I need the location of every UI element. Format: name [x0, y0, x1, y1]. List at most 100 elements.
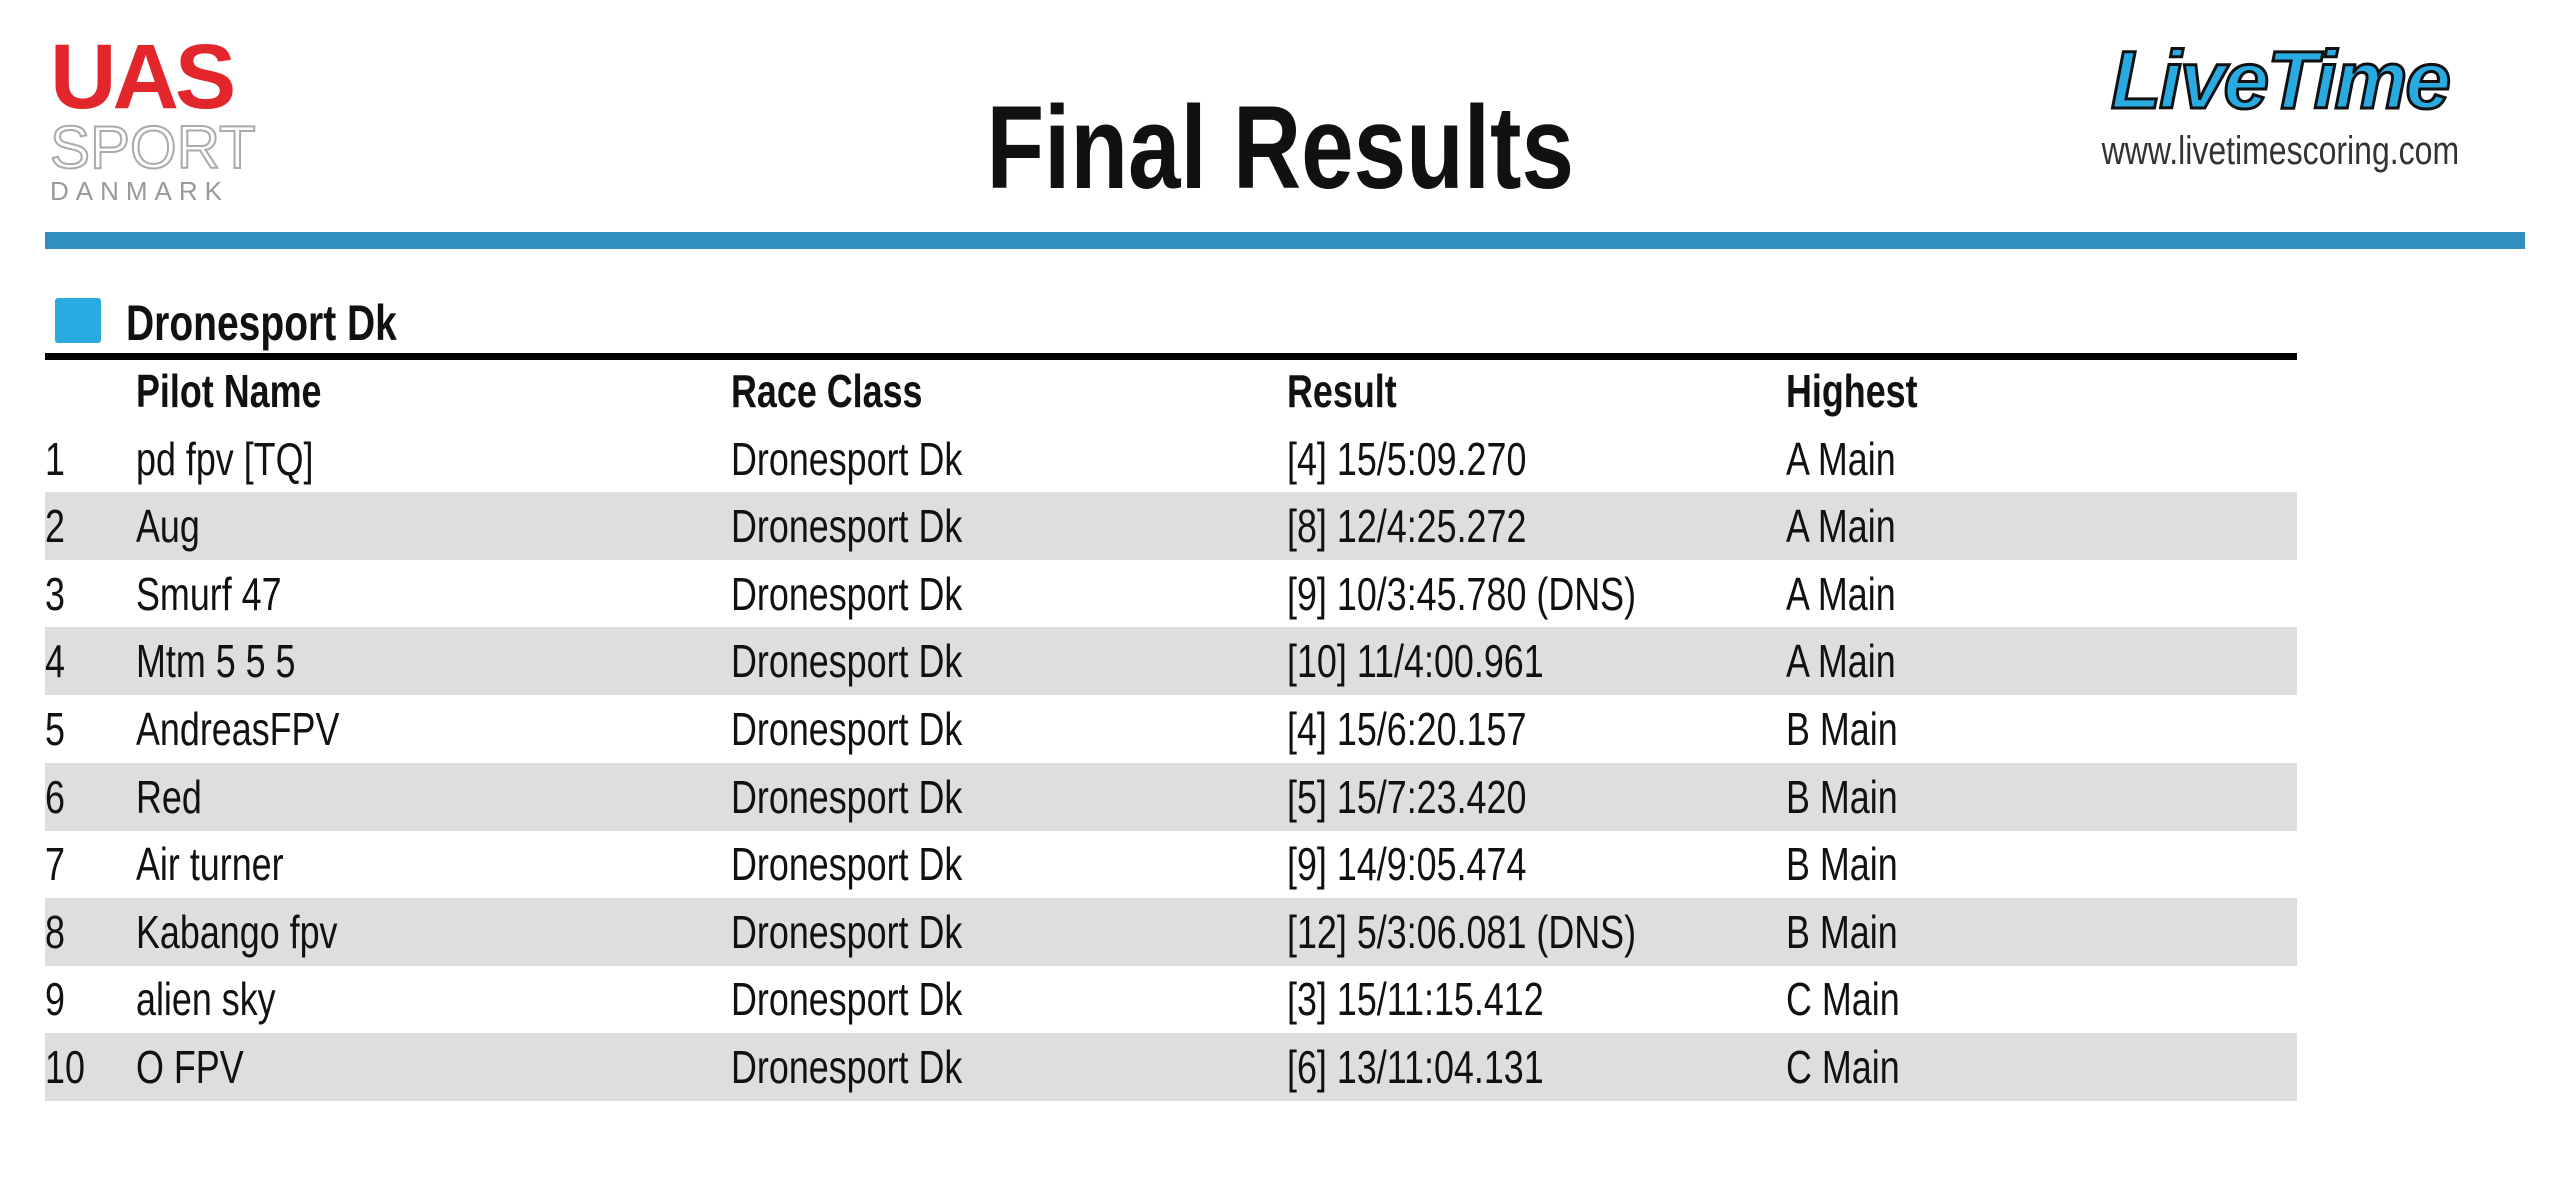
table-cell: Smurf 47: [136, 560, 323, 628]
table-cell: Red: [136, 763, 220, 831]
position-cell: 1: [45, 425, 71, 493]
table-cell: [10] 11/4:00.961: [1287, 627, 1616, 695]
table-cell: Dronesport Dk: [731, 763, 1028, 831]
url-wrap: www.livetimescoring.com: [2030, 126, 2530, 176]
table-cell: Dronesport Dk: [731, 830, 1028, 898]
table-cell-text: A Main: [1786, 635, 1896, 688]
table-cell: B Main: [1786, 830, 1929, 898]
table-cell: Dronesport Dk: [731, 898, 1028, 966]
table-cell-text: Dronesport Dk: [731, 432, 963, 485]
table-cell: B Main: [1786, 763, 1929, 831]
table-cell-text: Dronesport Dk: [731, 973, 963, 1026]
table-cell-text: Dronesport Dk: [731, 1041, 963, 1093]
table-cell: Mtm 5 5 5: [136, 627, 341, 695]
row-stripe: [45, 762, 2297, 831]
logo-uas: UAS: [50, 26, 236, 128]
logo-sport: SPORT: [49, 114, 257, 181]
table-cell: Dronesport Dk: [731, 965, 1028, 1033]
table-cell-text: [4] 15/6:20.157: [1287, 703, 1527, 755]
table-cell: [5] 15/7:23.420: [1287, 763, 1594, 831]
table-cell-text: Aug: [136, 500, 200, 553]
position-cell-text: 5: [45, 703, 65, 755]
table-cell: Aug: [136, 492, 218, 560]
table-cell-text: A Main: [1786, 432, 1896, 485]
table-cell: alien sky: [136, 965, 315, 1033]
table-cell: [4] 15/6:20.157: [1287, 695, 1594, 763]
table-cell: Air turner: [136, 830, 325, 898]
column-header: Result: [1287, 357, 1428, 425]
row-stripe: [45, 1033, 2297, 1101]
table-cell: B Main: [1786, 898, 1929, 966]
logo-danmark: DANMARK: [50, 176, 230, 206]
table-cell: AndreasFPV: [136, 695, 397, 763]
position-cell: 6: [45, 763, 71, 831]
table-cell: A Main: [1786, 627, 1927, 695]
table-cell-text: Dronesport Dk: [731, 567, 963, 620]
page-title: Final Results: [986, 82, 1574, 214]
position-cell-text: 8: [45, 905, 65, 958]
title-wrap: Final Results: [0, 78, 2560, 218]
position-cell-text: 10: [45, 1041, 85, 1093]
row-stripe: [45, 627, 2297, 696]
row-stripe: [45, 897, 2297, 966]
table-cell-text: Dronesport Dk: [731, 500, 963, 553]
position-cell-text: 7: [45, 838, 65, 891]
position-cell: 8: [45, 898, 71, 966]
position-cell: 5: [45, 695, 71, 763]
table-cell: [12] 5/3:06.081 (DNS): [1287, 898, 1734, 966]
position-cell: 7: [45, 830, 71, 898]
table-cell: Dronesport Dk: [731, 425, 1028, 493]
table-cell-text: B Main: [1786, 703, 1898, 755]
header-rule: [45, 232, 2525, 249]
position-cell: 9: [45, 965, 71, 1033]
table-cell: A Main: [1786, 425, 1927, 493]
column-header: Highest: [1786, 357, 1955, 425]
table-cell-text: [5] 15/7:23.420: [1287, 770, 1527, 823]
table-cell-text: [9] 10/3:45.780 (DNS): [1287, 567, 1637, 620]
table-cell: [9] 10/3:45.780 (DNS): [1287, 560, 1734, 628]
column-header: Pilot Name: [136, 357, 374, 425]
table-cell-text: [8] 12/4:25.272: [1287, 500, 1527, 553]
table-cell-text: O FPV: [136, 1041, 244, 1093]
url: www.livetimescoring.com: [2101, 129, 2459, 173]
table-cell: C Main: [1786, 1033, 1932, 1101]
table-cell: [3] 15/11:15.412: [1287, 965, 1616, 1033]
table-cell: [6] 13/11:04.131: [1287, 1033, 1616, 1101]
table-cell: Dronesport Dk: [731, 695, 1028, 763]
table-cell-text: AndreasFPV: [136, 703, 340, 755]
table-cell-text: Dronesport Dk: [731, 838, 963, 891]
table-cell: Kabango fpv: [136, 898, 394, 966]
table-cell-text: Air turner: [136, 838, 284, 891]
column-header-text: Highest: [1786, 365, 1918, 417]
table-cell: Dronesport Dk: [731, 492, 1028, 560]
table-cell-text: A Main: [1786, 567, 1896, 620]
position-cell-text: 6: [45, 770, 65, 823]
table-cell: [9] 14/9:05.474: [1287, 830, 1594, 898]
position-cell-text: 1: [45, 432, 65, 485]
table-cell-text: [12] 5/3:06.081 (DNS): [1287, 905, 1637, 958]
table-cell: Dronesport Dk: [731, 560, 1028, 628]
column-header: Race Class: [731, 357, 977, 425]
table-cell: Dronesport Dk: [731, 1033, 1028, 1101]
position-cell: 10: [45, 1033, 96, 1101]
position-cell: 4: [45, 627, 71, 695]
section-title-wrap: Dronesport Dk: [126, 292, 473, 354]
table-cell-text: B Main: [1786, 905, 1898, 958]
position-cell: 3: [45, 560, 71, 628]
table-cell-text: A Main: [1786, 500, 1896, 553]
section-rule: [45, 353, 2297, 360]
section-title: Dronesport Dk: [126, 295, 397, 351]
table-cell: B Main: [1786, 695, 1929, 763]
table-cell-text: [6] 13/11:04.131: [1287, 1041, 1544, 1093]
table-cell-text: Dronesport Dk: [731, 905, 963, 958]
table-cell-text: Dronesport Dk: [731, 770, 963, 823]
column-header-text: Pilot Name: [136, 365, 322, 417]
position-cell-text: 2: [45, 500, 65, 553]
table-cell-text: Smurf 47: [136, 567, 282, 620]
position-cell-text: 9: [45, 973, 65, 1026]
table-cell-text: C Main: [1786, 973, 1900, 1026]
table-cell-text: [4] 15/5:09.270: [1287, 432, 1527, 485]
table-cell-text: Red: [136, 770, 202, 823]
row-stripe: [45, 492, 2297, 561]
